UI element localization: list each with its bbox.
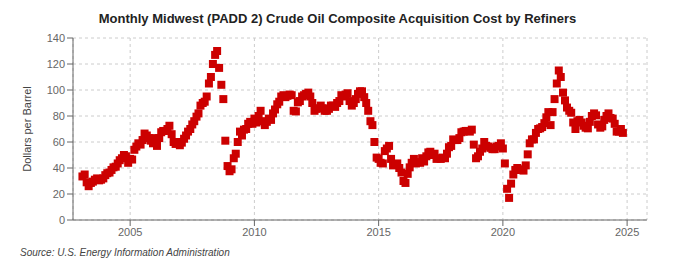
html-text:Source: U.S. Energy Informatio: Source: U.S. Energy Information Administ…	[20, 247, 230, 258]
svg-text:140: 140	[47, 32, 65, 44]
html-text:Monthly Midwest (PADD 2) Crude: Monthly Midwest (PADD 2) Crude Oil Compo…	[98, 11, 577, 26]
svg-text:100: 100	[47, 84, 65, 96]
svg-text:Dollars per Barrel: Dollars per Barrel	[21, 86, 33, 172]
svg-text:80: 80	[53, 110, 65, 122]
svg-text:0: 0	[59, 214, 65, 226]
svg-text:20: 20	[53, 188, 65, 200]
svg-text:60: 60	[53, 136, 65, 148]
svg-text:40: 40	[53, 162, 65, 174]
svg-text:2025: 2025	[615, 226, 639, 238]
svg-text:2005: 2005	[118, 226, 142, 238]
svg-text:2010: 2010	[242, 226, 266, 238]
svg-text:2020: 2020	[491, 226, 515, 238]
svg-text:2015: 2015	[366, 226, 390, 238]
svg-text:120: 120	[47, 58, 65, 70]
